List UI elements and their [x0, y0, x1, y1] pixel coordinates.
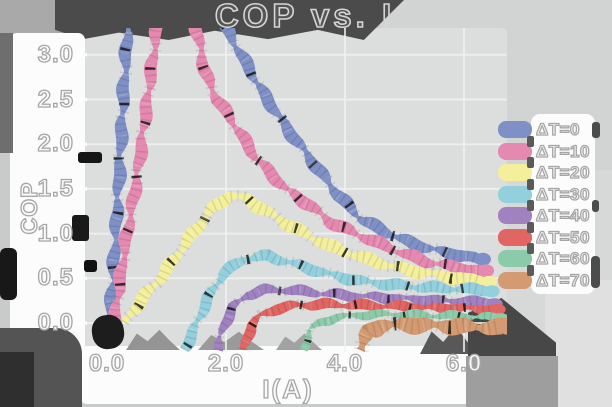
smudge-left-top — [0, 33, 13, 153]
legend-box — [531, 114, 595, 294]
y-axis-label-panel — [10, 33, 85, 353]
legend-swatch — [498, 228, 532, 246]
chart-title: COP vs. I — [214, 0, 396, 35]
legend-border-dash — [527, 243, 534, 254]
legend-label: ΔT=60 — [535, 248, 590, 268]
x-tick-label: 4.0 — [326, 349, 364, 377]
x-axis-label-panel — [80, 346, 487, 404]
y-tick-label: 3.0 — [37, 40, 74, 68]
smudge-bottom-left-dark — [0, 352, 34, 407]
smudge-left-black — [0, 248, 17, 300]
legend-swatch — [498, 142, 532, 160]
axis-ink-mark — [78, 152, 102, 163]
legend-label: ΔT=30 — [535, 184, 590, 204]
legend-label: ΔT=20 — [535, 162, 590, 182]
legend-swatch — [498, 250, 532, 267]
legend-border-dash — [527, 264, 534, 276]
legend-border-dash — [527, 135, 534, 147]
axis-ink-mark — [72, 215, 89, 241]
legend-label: ΔT=70 — [535, 270, 590, 290]
legend-border-dash — [527, 157, 534, 168]
smudge-bottom-right-block — [466, 356, 558, 407]
legend-border-dash — [527, 200, 534, 211]
legend-border-mark — [591, 256, 600, 288]
y-tick-label: 1.0 — [37, 219, 74, 247]
legend-label: ΔT=10 — [535, 141, 590, 161]
legend-label: ΔT=40 — [535, 205, 590, 225]
legend-swatch — [498, 121, 532, 138]
y-tick-label: 2.5 — [37, 85, 74, 113]
y-tick-label: 1.5 — [37, 174, 74, 202]
legend-swatch — [498, 185, 532, 203]
legend-border-mark — [592, 122, 600, 138]
legend-border-dash — [527, 221, 534, 233]
x-tick-label: 0.0 — [88, 349, 126, 377]
y-tick-label: 0.5 — [37, 264, 74, 292]
legend-swatch — [498, 207, 532, 224]
legend-label: ΔT=50 — [535, 227, 590, 247]
y-tick-label: 2.0 — [37, 130, 74, 158]
x-axis-title: I(A) — [262, 373, 314, 404]
legend-swatch — [498, 271, 532, 289]
x-tick-label: 6.0 — [445, 349, 483, 377]
y-tick-label: 0.0 — [37, 308, 74, 336]
legend-label: ΔT=0 — [535, 119, 580, 139]
legend-border-dash — [527, 178, 534, 190]
axis-ink-mark — [84, 260, 97, 272]
legend-border-mark — [592, 200, 599, 212]
legend-swatch — [498, 164, 532, 181]
x-tick-label: 2.0 — [207, 349, 245, 377]
